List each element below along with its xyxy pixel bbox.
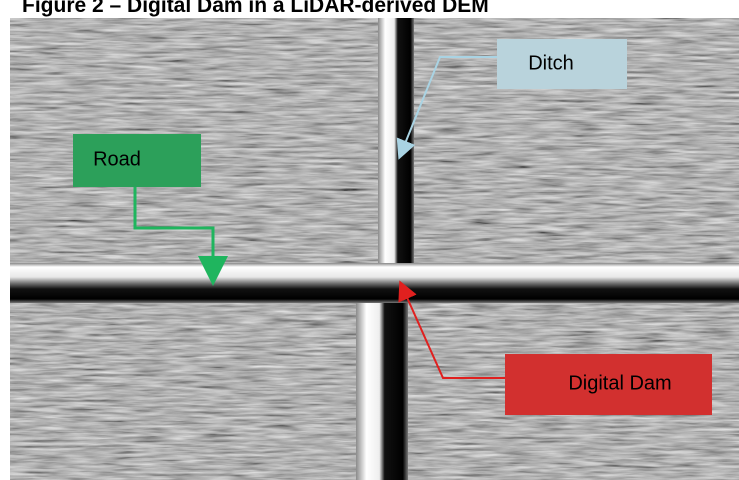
callout-dam: Digital Dam (398, 280, 712, 415)
callout-road: Road (73, 134, 228, 286)
callout-label: Ditch (528, 52, 574, 74)
dem-image (10, 18, 739, 480)
callout-label: Digital Dam (568, 372, 671, 394)
callout-ditch: Ditch (396, 39, 627, 160)
callout-label: Road (93, 148, 141, 170)
figure-title: Figure 2 – Digital Dam in a LiDAR-derive… (22, 0, 489, 17)
